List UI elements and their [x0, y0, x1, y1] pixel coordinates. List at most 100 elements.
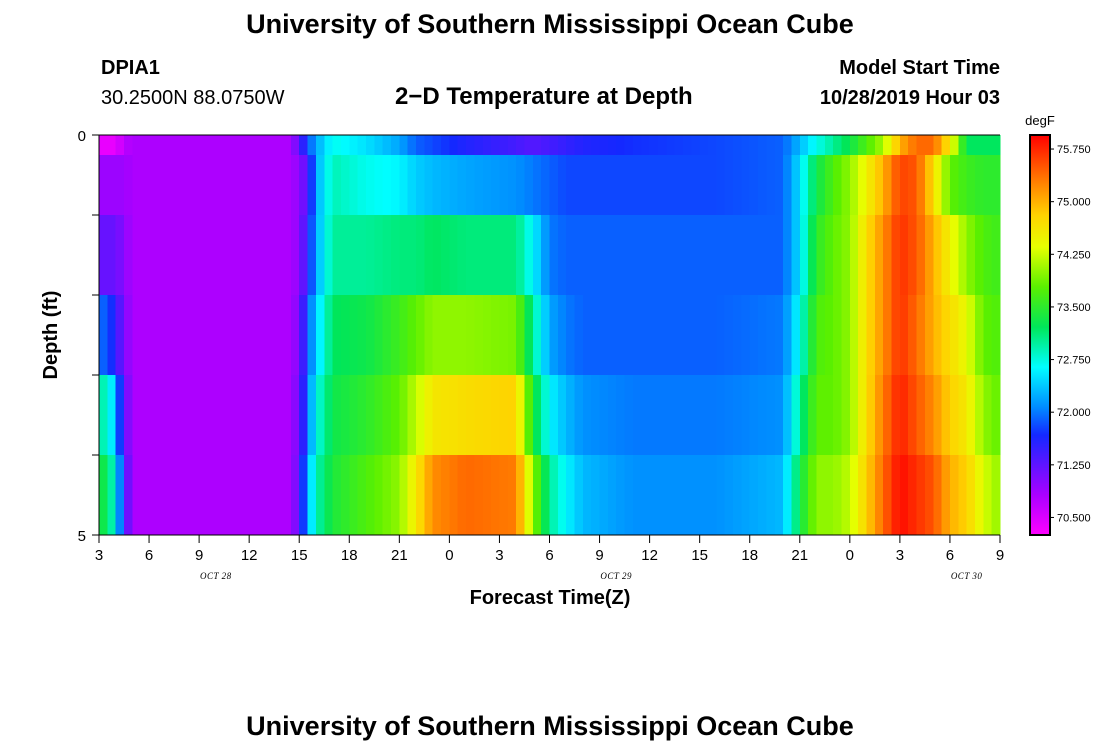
heatmap-cell: [441, 375, 450, 456]
heatmap-cell: [532, 135, 542, 156]
colorbar-tick-label: 74.250: [1057, 249, 1091, 261]
heatmap-cell: [265, 135, 275, 156]
heatmap-cell: [107, 215, 117, 296]
heatmap-cell: [883, 135, 893, 156]
heatmap-cell: [849, 155, 859, 216]
heatmap-cell: [741, 135, 751, 156]
model-start-value: 10/28/2019 Hour 03: [819, 87, 1000, 109]
heatmap-cell: [482, 295, 492, 376]
heatmap-cell: [132, 455, 142, 536]
heatmap-cells: [99, 135, 1001, 536]
heatmap-cell: [299, 155, 309, 216]
heatmap-cell: [557, 155, 567, 216]
heatmap-cell: [866, 135, 876, 156]
heatmap-cell: [874, 455, 884, 536]
heatmap-cell: [557, 375, 567, 456]
heatmap-cell: [349, 135, 359, 156]
heatmap-cell: [516, 135, 526, 156]
heatmap-cell: [674, 155, 684, 216]
heatmap-cell: [282, 295, 292, 376]
heatmap-cell: [174, 155, 184, 216]
heatmap-cell: [382, 295, 392, 376]
x-tick-label: 21: [791, 547, 808, 564]
heatmap-cell: [107, 155, 117, 216]
heatmap-cell: [357, 155, 367, 216]
heatmap-cell: [474, 295, 484, 376]
heatmap-cell: [766, 295, 776, 376]
footer-title: University of Southern Mississippi Ocean…: [246, 711, 854, 741]
heatmap-cell: [874, 215, 884, 296]
heatmap-cell: [282, 215, 292, 296]
heatmap-cell: [524, 455, 534, 536]
heatmap-cell: [457, 155, 467, 216]
heatmap-cell: [899, 375, 909, 456]
heatmap-cell: [149, 135, 158, 156]
heatmap-cell: [666, 155, 676, 216]
heatmap-cell: [466, 455, 476, 536]
heatmap-cell: [407, 135, 417, 156]
heatmap-cell: [457, 375, 467, 456]
heatmap-cell: [240, 135, 250, 156]
heatmap-cell: [808, 155, 818, 216]
heatmap-cell: [582, 455, 592, 536]
heatmap-cell: [841, 135, 851, 156]
heatmap-cell: [749, 135, 759, 156]
heatmap-cell: [365, 155, 375, 216]
heatmap-cell: [599, 295, 609, 376]
heatmap-cell: [215, 155, 225, 216]
heatmap-cell: [691, 135, 701, 156]
heatmap-cell: [958, 215, 968, 296]
heatmap-cell: [324, 155, 334, 216]
heatmap-cell: [449, 155, 459, 216]
heatmap-cell: [866, 155, 876, 216]
heatmap-cell: [124, 135, 133, 156]
heatmap-cell: [257, 295, 267, 376]
heatmap-cell: [399, 455, 409, 536]
heatmap-cell: [841, 375, 851, 456]
heatmap-cell: [482, 375, 492, 456]
heatmap-cell: [407, 375, 417, 456]
heatmap-cell: [107, 455, 117, 536]
heatmap-cell: [332, 155, 342, 216]
heatmap-cell: [783, 135, 793, 156]
heatmap-cell: [649, 295, 659, 376]
heatmap-cell: [224, 135, 234, 156]
heatmap-cell: [115, 375, 125, 456]
heatmap-cell: [858, 155, 868, 216]
heatmap-cell: [632, 295, 642, 376]
heatmap-cell: [140, 155, 150, 216]
heatmap-cell: [466, 155, 476, 216]
heatmap-cell: [174, 135, 184, 156]
heatmap-cell: [774, 295, 784, 376]
heatmap-cell: [991, 295, 1001, 376]
heatmap-cell: [724, 375, 734, 456]
heatmap-cell: [607, 215, 617, 296]
heatmap-cell: [733, 215, 742, 296]
heatmap-cell: [349, 295, 359, 376]
heatmap-cell: [983, 215, 993, 296]
heatmap-cell: [557, 215, 567, 296]
heatmap-cell: [432, 455, 442, 536]
heatmap-cell: [607, 295, 617, 376]
heatmap-cell: [224, 295, 234, 376]
heatmap-cell: [733, 455, 742, 536]
heatmap-cell: [416, 295, 425, 376]
heatmap-cell: [282, 135, 292, 156]
heatmap-cell: [682, 375, 692, 456]
heatmap-cell: [207, 295, 217, 376]
heatmap-cell: [499, 135, 509, 156]
heatmap-cell: [774, 135, 784, 156]
colorbar-tick-label: 73.500: [1057, 302, 1091, 314]
heatmap-cell: [424, 135, 434, 156]
heatmap-cell: [933, 455, 943, 536]
heatmap-cell: [407, 215, 417, 296]
heatmap-cell: [607, 375, 617, 456]
heatmap-cell: [741, 455, 751, 536]
heatmap-cell: [382, 155, 392, 216]
heatmap-cell: [140, 295, 150, 376]
heatmap-cell: [507, 295, 517, 376]
heatmap-cell: [507, 455, 517, 536]
heatmap-cell: [924, 155, 934, 216]
heatmap-cell: [908, 375, 918, 456]
heatmap-cell: [883, 295, 893, 376]
